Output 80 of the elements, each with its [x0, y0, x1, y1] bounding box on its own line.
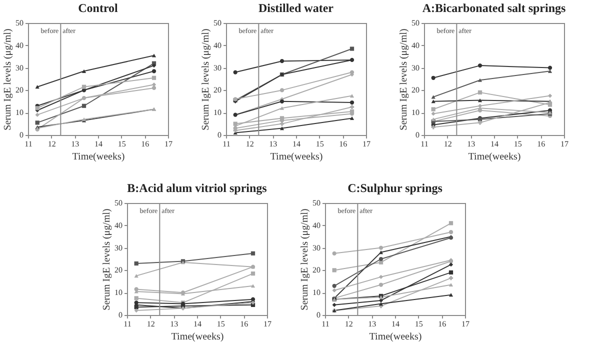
x-tick-label: 12 — [344, 320, 353, 328]
y-tick-label: 20 — [312, 266, 320, 275]
y-tick-label: 50 — [16, 18, 24, 28]
y-tick-label: 30 — [214, 63, 222, 72]
y-tick-label: 40 — [114, 220, 122, 230]
x-tick-label: 13 — [467, 140, 476, 148]
y-axis-title: Serum IgE levels (μg/ml) — [2, 28, 14, 130]
y-tick-label: 10 — [16, 108, 24, 118]
x-tick-label: 14 — [292, 140, 300, 148]
y-tick-label: 10 — [214, 108, 222, 118]
chart-title: B:Acid alum vitriol springs — [127, 181, 268, 195]
y-tick-label: 20 — [16, 86, 24, 95]
y-tick-label: 40 — [312, 220, 320, 230]
chart-title: C:Sulphur springs — [348, 181, 443, 195]
x-tick-label: 16 — [339, 140, 348, 148]
y-axis-title: Serum IgE levels (μg/ml) — [102, 208, 112, 310]
y-tick-label: 0 — [218, 130, 222, 140]
y-tick-label: 40 — [16, 40, 24, 50]
y-tick-label: 10 — [312, 288, 320, 298]
x-axis-title: Time(weeks) — [72, 152, 125, 162]
y-tick-label: 0 — [118, 310, 122, 320]
x-tick-label: 16 — [438, 320, 446, 328]
x-tick-label: 14 — [490, 140, 498, 148]
x-axis-title: Time(weeks) — [468, 152, 521, 162]
y-tick-label: 50 — [312, 198, 320, 208]
y-tick-label: 0 — [316, 310, 320, 320]
x-tick-label: 11 — [124, 320, 132, 328]
x-tick-label: 14 — [194, 320, 202, 328]
y-tick-label: 50 — [114, 198, 122, 208]
x-tick-label: 15 — [118, 140, 126, 148]
chart-title: Control — [78, 1, 119, 15]
y-tick-label: 30 — [312, 243, 320, 252]
y-tick-label: 20 — [114, 266, 122, 275]
y-tick-label: 0 — [20, 130, 24, 140]
x-tick-label: 15 — [514, 140, 522, 148]
y-axis-title: Serum IgE levels (μg/ml) — [398, 28, 410, 130]
y-tick-label: 20 — [412, 86, 420, 95]
x-tick-label: 14 — [94, 140, 102, 148]
y-tick-label: 30 — [16, 63, 24, 72]
x-axis-title: Time(weeks) — [369, 332, 422, 342]
x-tick-label: 12 — [146, 320, 155, 328]
x-tick-label: 16 — [537, 140, 546, 148]
x-tick-label: 17 — [164, 140, 172, 148]
y-tick-label: 20 — [214, 86, 222, 95]
y-axis-title: Serum IgE levels (μg/ml) — [200, 28, 212, 130]
x-tick-label: 12 — [444, 140, 452, 148]
x-tick-label: 17 — [264, 320, 272, 328]
x-tick-label: 16 — [141, 140, 150, 148]
x-tick-label: 14 — [392, 320, 400, 328]
chart-title: A:Bicarbonated salt springs — [422, 1, 566, 15]
x-tick-label: 13 — [71, 140, 80, 148]
y-tick-label: 40 — [412, 40, 420, 50]
x-tick-label: 17 — [362, 140, 370, 148]
x-tick-label: 11 — [24, 140, 32, 148]
y-tick-label: 10 — [114, 288, 122, 298]
x-tick-label: 13 — [368, 320, 376, 328]
y-tick-label: 50 — [412, 18, 420, 28]
y-axis-title: Serum IgE levels (μg/ml) — [300, 208, 310, 310]
y-tick-label: 30 — [114, 243, 122, 252]
x-tick-label: 17 — [462, 320, 470, 328]
x-tick-label: 11 — [322, 320, 330, 328]
x-tick-label: 17 — [560, 140, 568, 148]
y-tick-label: 30 — [412, 63, 420, 72]
x-axis-title: Time(weeks) — [171, 332, 224, 342]
x-tick-label: 15 — [316, 140, 324, 148]
x-tick-label: 15 — [216, 320, 225, 328]
x-tick-label: 13 — [269, 140, 278, 148]
y-tick-label: 0 — [416, 130, 420, 140]
x-tick-label: 13 — [170, 320, 178, 328]
chart-title: Distilled water — [258, 1, 334, 15]
x-tick-label: 11 — [420, 140, 428, 148]
x-tick-label: 11 — [222, 140, 230, 148]
x-tick-label: 12 — [246, 140, 254, 148]
y-tick-label: 50 — [214, 18, 222, 28]
x-tick-label: 15 — [414, 320, 423, 328]
x-axis-title: Time(weeks) — [270, 152, 323, 162]
x-tick-label: 16 — [240, 320, 248, 328]
y-tick-label: 40 — [214, 40, 222, 50]
x-tick-label: 12 — [48, 140, 56, 148]
y-tick-label: 10 — [412, 108, 420, 118]
